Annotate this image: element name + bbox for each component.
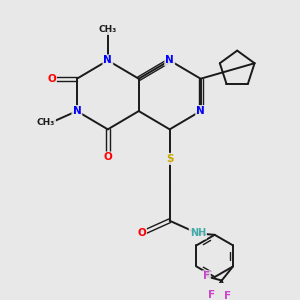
Text: O: O <box>137 228 146 239</box>
Text: CH₃: CH₃ <box>99 25 117 34</box>
Text: N: N <box>103 56 112 65</box>
Text: N: N <box>165 56 174 65</box>
Text: O: O <box>47 74 56 84</box>
Text: N: N <box>73 106 81 116</box>
Text: S: S <box>166 154 173 164</box>
Text: NH: NH <box>190 228 206 239</box>
Text: CH₃: CH₃ <box>37 118 55 127</box>
Text: F: F <box>224 291 231 300</box>
Text: N: N <box>196 106 205 116</box>
Text: O: O <box>103 152 112 163</box>
Text: F: F <box>208 290 215 300</box>
Text: F: F <box>203 271 210 281</box>
